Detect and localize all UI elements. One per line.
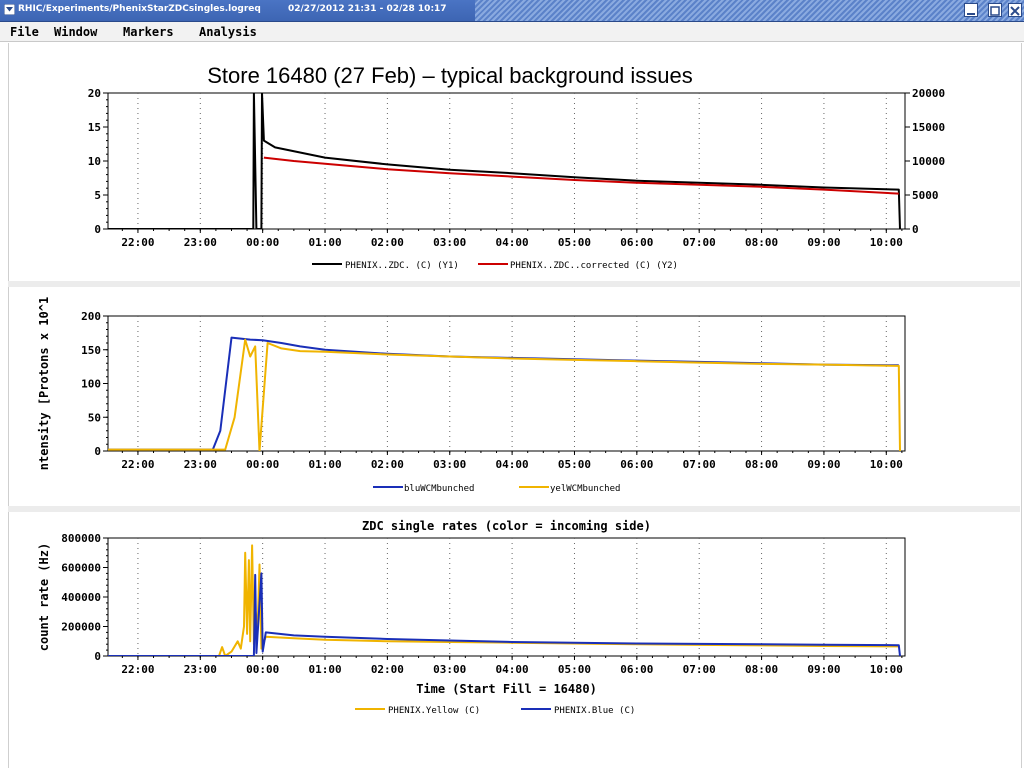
y-tick-label: 0 bbox=[94, 223, 101, 236]
y-tick-label: 10 bbox=[88, 155, 101, 168]
plot-frame bbox=[107, 537, 906, 657]
x-tick-label: 09:00 bbox=[807, 663, 840, 676]
legend-label: bluWCMbunched bbox=[404, 484, 474, 494]
x-tick-label: 10:00 bbox=[870, 236, 903, 249]
intensity-chart[interactable]: 22:00 23:00 00:00 01:00 02:00 03:00 04:00 05:00… bbox=[37, 297, 906, 494]
y-tick-label: 800000 bbox=[61, 532, 101, 545]
close-icon[interactable] bbox=[1008, 3, 1022, 17]
x-tick-label: 02:00 bbox=[371, 663, 404, 676]
y2-tick-label: 15000 bbox=[912, 121, 945, 134]
y-tick-label: 150 bbox=[81, 344, 101, 357]
x-tick-label: 09:00 bbox=[807, 236, 840, 249]
x-tick-label: 01:00 bbox=[308, 663, 341, 676]
x-tick-label: 23:00 bbox=[184, 236, 217, 249]
x-tick-label: 04:00 bbox=[496, 236, 529, 249]
series-line-1 bbox=[263, 156, 899, 195]
y-axis-label: count rate (Hz) bbox=[37, 543, 51, 651]
x-tick-label: 07:00 bbox=[683, 663, 716, 676]
x-tick-label: 05:00 bbox=[558, 458, 591, 471]
chart-title: ZDC single rates (color = incoming side) bbox=[362, 519, 651, 533]
x-tick-label: 22:00 bbox=[121, 663, 154, 676]
legend-label: PHENIX..ZDC. (C) (Y1) bbox=[345, 261, 459, 271]
window-titlebar[interactable]: RHIC/Experiments/PhenixStarZDCsingles.lo… bbox=[0, 0, 1024, 22]
x-tick-label: 00:00 bbox=[246, 458, 279, 471]
x-tick-label: 06:00 bbox=[620, 663, 653, 676]
y2-tick-label: 0 bbox=[912, 223, 919, 236]
x-tick-label: 00:00 bbox=[246, 663, 279, 676]
x-tick-label: 04:00 bbox=[496, 663, 529, 676]
x-tick-label: 23:00 bbox=[184, 458, 217, 471]
y-tick-label: 20 bbox=[88, 87, 101, 100]
panel-separator bbox=[8, 281, 1020, 287]
x-tick-label: 06:00 bbox=[620, 458, 653, 471]
legend-label: PHENIX.Yellow (C) bbox=[388, 706, 480, 716]
x-tick-label: 04:00 bbox=[496, 458, 529, 471]
x-tick-label: 10:00 bbox=[870, 458, 903, 471]
x-tick-label: 23:00 bbox=[184, 663, 217, 676]
y-tick-label: 0 bbox=[94, 650, 101, 663]
y2-tick-label: 20000 bbox=[912, 87, 945, 100]
x-tick-label: 22:00 bbox=[121, 236, 154, 249]
window-title: RHIC/Experiments/PhenixStarZDCsingles.lo… bbox=[18, 4, 261, 14]
x-tick-label: 03:00 bbox=[433, 236, 466, 249]
x-tick-label: 08:00 bbox=[745, 236, 778, 249]
legend-label: yelWCMbunched bbox=[550, 484, 620, 494]
x-tick-label: 02:00 bbox=[371, 236, 404, 249]
x-tick-label: 01:00 bbox=[308, 458, 341, 471]
y-tick-label: 0 bbox=[94, 445, 101, 458]
x-tick-label: 01:00 bbox=[308, 236, 341, 249]
y-tick-label: 5 bbox=[94, 189, 101, 202]
zdc-chart[interactable]: 22:00 23:00 00:00 01:00 02:00 03:00 04:00 05:00… bbox=[88, 87, 945, 271]
menu-window[interactable]: Window bbox=[54, 25, 98, 39]
x-tick-label: 08:00 bbox=[745, 663, 778, 676]
menu-bar: File Window Markers Analysis bbox=[0, 22, 1024, 42]
y-tick-label: 15 bbox=[88, 121, 101, 134]
y-tick-label: 100 bbox=[81, 378, 101, 391]
menu-markers[interactable]: Markers bbox=[123, 25, 174, 39]
menu-analysis[interactable]: Analysis bbox=[199, 25, 257, 39]
x-tick-label: 10:00 bbox=[870, 663, 903, 676]
x-tick-label: 03:00 bbox=[433, 458, 466, 471]
y2-tick-label: 10000 bbox=[912, 155, 945, 168]
x-tick-label: 03:00 bbox=[433, 663, 466, 676]
legend-label: PHENIX..ZDC..corrected (C) (Y2) bbox=[510, 261, 678, 271]
window-date-range: 02/27/2012 21:31 - 02/28 10:17 bbox=[288, 4, 447, 14]
titlebar-text-area bbox=[0, 0, 475, 21]
y2-tick-label: 5000 bbox=[912, 189, 939, 202]
panel-separator bbox=[8, 506, 1020, 512]
minimize-icon[interactable] bbox=[964, 3, 978, 17]
x-tick-label: 00:00 bbox=[246, 236, 279, 249]
series-line-1 bbox=[108, 572, 901, 656]
x-tick-label: 08:00 bbox=[745, 458, 778, 471]
x-tick-label: 07:00 bbox=[683, 458, 716, 471]
plot-frame bbox=[107, 315, 906, 452]
x-tick-label: 02:00 bbox=[371, 458, 404, 471]
series-line-1 bbox=[108, 338, 901, 451]
chevron-down-icon[interactable] bbox=[4, 4, 15, 15]
menu-file[interactable]: File bbox=[10, 25, 39, 39]
y-axis-label: ntensity [Protons x 10^1 bbox=[37, 297, 51, 470]
x-tick-label: 22:00 bbox=[121, 458, 154, 471]
y-tick-label: 600000 bbox=[61, 562, 101, 575]
x-tick-label: 05:00 bbox=[558, 663, 591, 676]
x-tick-label: 05:00 bbox=[558, 236, 591, 249]
x-tick-label: 06:00 bbox=[620, 236, 653, 249]
x-tick-label: 07:00 bbox=[683, 236, 716, 249]
y-tick-label: 400000 bbox=[61, 591, 101, 604]
x-axis-label: Time (Start Fill = 16480) bbox=[416, 682, 597, 696]
legend-label: PHENIX.Blue (C) bbox=[554, 706, 635, 716]
x-tick-label: 09:00 bbox=[807, 458, 840, 471]
y-tick-label: 200 bbox=[81, 310, 101, 323]
slide-title: Store 16480 (27 Feb) – typical backgroun… bbox=[207, 63, 693, 88]
plot-frame bbox=[107, 92, 906, 230]
y-tick-label: 200000 bbox=[61, 621, 101, 634]
series-line-0 bbox=[108, 93, 901, 229]
y-tick-label: 50 bbox=[88, 411, 101, 424]
zdc-single-rates-chart[interactable]: 22:00 23:00 00:00 01:00 02:00 03:00 04:00 05:00… bbox=[37, 519, 906, 716]
maximize-icon[interactable] bbox=[988, 3, 1002, 17]
